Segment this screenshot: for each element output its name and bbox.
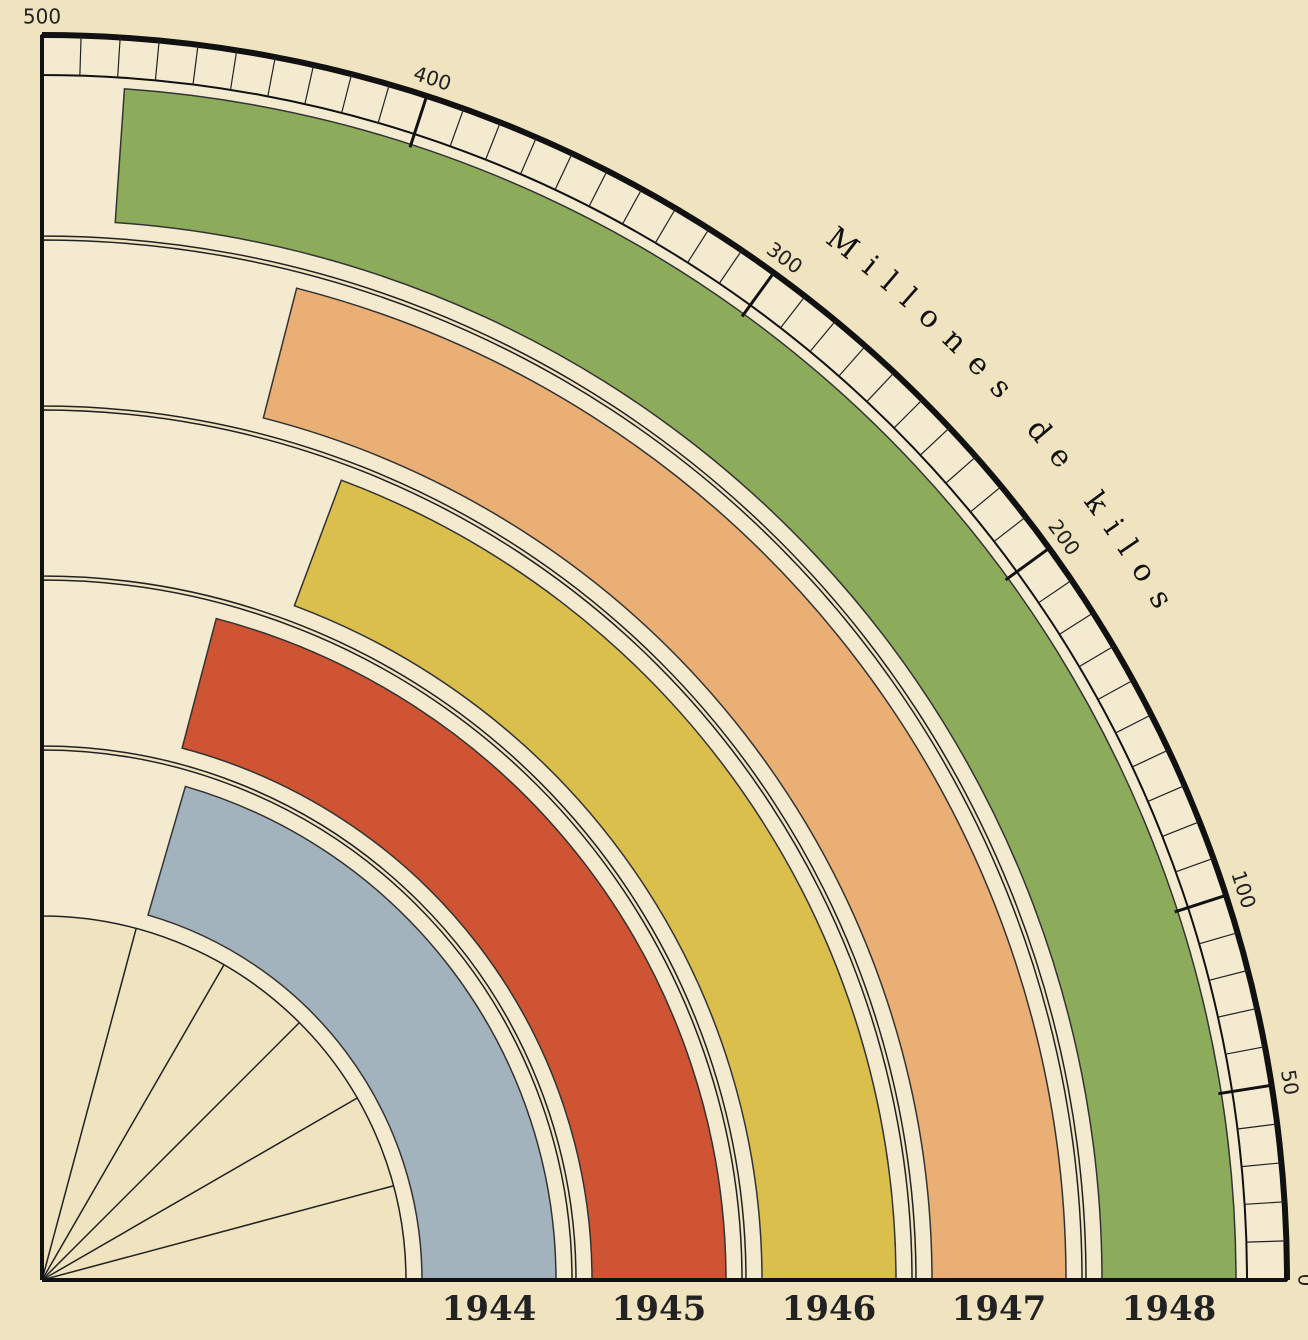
minor-tick <box>1115 714 1152 734</box>
minor-tick <box>449 108 465 147</box>
minor-tick <box>1162 821 1200 837</box>
radial-line <box>41 959 228 1281</box>
minor-tick <box>1147 785 1185 802</box>
minor-tick <box>485 122 501 160</box>
minor-tick <box>1038 579 1073 604</box>
major-tick <box>1218 1083 1272 1096</box>
ring-bar <box>114 88 1237 1281</box>
minor-tick <box>377 84 390 124</box>
minor-tick <box>1175 857 1214 873</box>
minor-tick <box>809 320 837 352</box>
minor-tick <box>267 56 276 97</box>
minor-tick <box>588 170 608 207</box>
minor-tick <box>1059 612 1094 635</box>
minor-tick <box>1217 1007 1258 1018</box>
minor-tick <box>117 37 121 78</box>
minor-tick <box>1078 645 1114 668</box>
minor-tick <box>1246 1240 1287 1243</box>
minor-tick <box>1241 1162 1282 1168</box>
ring-bar <box>293 479 897 1281</box>
major-tick <box>408 95 429 148</box>
minor-tick <box>341 73 353 114</box>
category-label: 1948 <box>1122 1289 1217 1329</box>
minor-tick <box>1198 932 1238 945</box>
minor-tick <box>1237 1123 1278 1130</box>
minor-tick <box>1225 1046 1266 1055</box>
minor-tick <box>621 188 643 225</box>
minor-tick <box>993 516 1027 542</box>
radial-line <box>41 1017 305 1281</box>
minor-tick <box>554 153 573 190</box>
category-label: 1946 <box>782 1289 877 1329</box>
minor-tick <box>154 40 160 81</box>
minor-tick <box>520 137 537 175</box>
category-label: 1945 <box>612 1289 707 1329</box>
ring-bar <box>181 617 727 1281</box>
minor-tick <box>304 64 315 105</box>
radial-line <box>41 1094 363 1281</box>
major-tick <box>740 271 776 318</box>
y-tick-label: 0 <box>1294 1274 1308 1287</box>
major-tick <box>1004 546 1051 582</box>
major-tick <box>1174 893 1227 914</box>
minor-tick <box>192 44 199 85</box>
minor-tick <box>229 50 238 90</box>
minor-tick <box>893 399 923 429</box>
minor-tick <box>970 485 1002 513</box>
minor-tick <box>718 249 743 284</box>
minor-tick <box>1208 969 1249 981</box>
minor-tick <box>1132 749 1169 768</box>
minor-tick <box>687 228 710 263</box>
category-label: 1944 <box>442 1289 537 1329</box>
minor-tick <box>1097 679 1134 701</box>
minor-tick <box>838 345 866 377</box>
minor-tick <box>654 208 677 244</box>
minor-tick <box>866 372 895 403</box>
y-tick-label: 500 <box>23 5 61 29</box>
radial-line <box>41 1183 400 1281</box>
minor-tick <box>919 427 950 456</box>
minor-tick <box>79 35 82 76</box>
radial-line <box>41 922 139 1281</box>
ring-bar <box>262 287 1067 1281</box>
minor-tick <box>945 456 977 484</box>
category-label: 1947 <box>952 1289 1047 1329</box>
minor-tick <box>780 295 806 329</box>
ring-bar <box>147 785 557 1281</box>
y-tick-label: 50 <box>1276 1068 1304 1097</box>
minor-tick <box>1244 1201 1285 1205</box>
